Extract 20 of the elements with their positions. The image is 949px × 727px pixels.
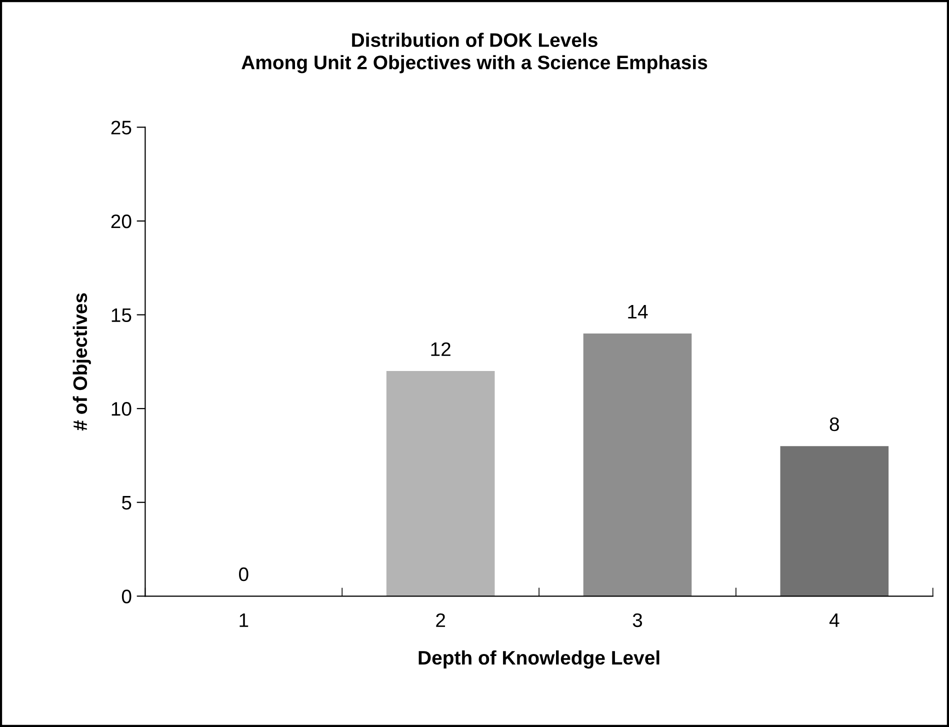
- x-tick-label: 3: [632, 613, 642, 628]
- bar: [386, 371, 495, 596]
- x-tick-label: 2: [436, 613, 446, 627]
- y-tick-label: 20: [111, 214, 132, 228]
- x-tick-label: 1: [240, 614, 248, 627]
- y-tick-label: 0: [122, 590, 132, 604]
- y-axis-title: # of Objectives: [72, 293, 91, 431]
- data-label: 0: [239, 567, 248, 582]
- x-tick-label: 4: [829, 614, 840, 627]
- data-label: 12: [431, 342, 450, 356]
- chart-title: Distribution of DOK Levels Among Unit 2 Objectives with a Science Emphasis: [242, 32, 708, 74]
- data-label: 14: [628, 305, 648, 318]
- y-tick-label: 25: [111, 120, 132, 134]
- y-tick-label: 5: [122, 496, 132, 510]
- x-axis-title: Depth of Knowledge Level: [418, 650, 660, 669]
- bar: [583, 334, 692, 596]
- y-tick-label: 15: [112, 308, 132, 322]
- y-tick-label: 10: [112, 402, 132, 416]
- data-label: 8: [830, 417, 839, 432]
- bar: [780, 446, 889, 596]
